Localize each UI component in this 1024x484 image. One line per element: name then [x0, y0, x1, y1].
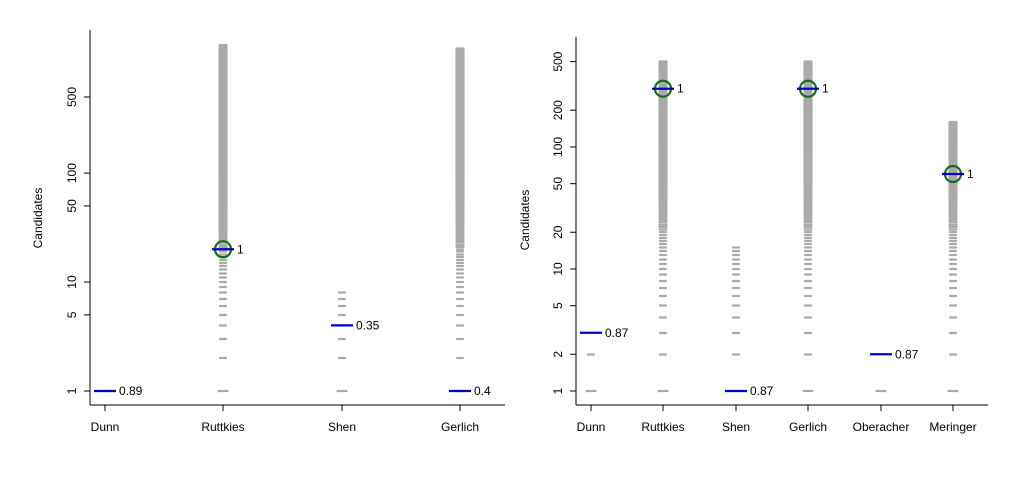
left-chart-panel: 1 5 10 50 100 500 Candidates Dunn Ruttkies Shen Ge… [31, 30, 505, 434]
candidate-strip-gerlich [802, 60, 814, 393]
y-axis-title: Candidates [518, 190, 532, 251]
y-tick-label: 5 [551, 302, 565, 309]
marker-value-label: 0.87 [750, 384, 774, 398]
y-tick-label: 2 [551, 351, 565, 358]
y-tick-label: 1 [65, 387, 79, 394]
marker-value-label: 1 [677, 82, 684, 96]
marker-value-label: 0.4 [474, 384, 491, 398]
candidate-strip-shen [336, 291, 348, 393]
marker-value-label: 1 [967, 167, 974, 181]
candidate-strip-dunn [585, 353, 597, 393]
y-tick-label: 500 [65, 87, 79, 107]
x-tick-label: Dunn [577, 420, 606, 434]
candidate-strip-meringer [947, 120, 959, 393]
x-tick-label: Shen [328, 420, 356, 434]
y-axis-title: Candidates [31, 188, 45, 249]
marker-value-label: 1 [237, 242, 244, 256]
x-tick-label: Dunn [91, 420, 120, 434]
y-tick-label: 10 [65, 275, 79, 289]
y-tick-label: 10 [551, 262, 565, 276]
marker-value-label: 0.89 [119, 384, 143, 398]
candidate-strip-shen [730, 246, 742, 393]
x-tick-label: Meringer [929, 420, 976, 434]
right-chart-panel: 1 2 5 10 20 50 100 200 500 Candidates Dunn Ruttkies… [518, 37, 988, 434]
marker-value-label: 0.87 [895, 347, 919, 361]
y-tick-label: 500 [551, 51, 565, 71]
x-tick-label: Gerlich [441, 420, 479, 434]
y-tick-label: 100 [551, 137, 565, 157]
x-tick-label: Shen [722, 420, 750, 434]
x-tick-label: Ruttkies [641, 420, 684, 434]
candidate-strip-ruttkies [217, 43, 229, 393]
x-tick-label: Ruttkies [201, 420, 244, 434]
marker-value-label: 0.87 [605, 326, 629, 340]
y-tick-label: 100 [65, 163, 79, 183]
y-tick-label: 50 [551, 177, 565, 191]
x-tick-label: Gerlich [789, 420, 827, 434]
x-tick-label: Oberacher [853, 420, 910, 434]
y-tick-label: 1 [551, 387, 565, 394]
marker-value-label: 0.35 [356, 318, 380, 332]
candidate-strip-gerlich [454, 47, 466, 393]
y-tick-label: 50 [65, 199, 79, 213]
y-tick-label: 200 [551, 100, 565, 120]
y-tick-label: 20 [551, 225, 565, 239]
marker-value-label: 1 [822, 82, 829, 96]
y-tick-label: 5 [65, 311, 79, 318]
candidate-strip-ruttkies [657, 60, 669, 393]
